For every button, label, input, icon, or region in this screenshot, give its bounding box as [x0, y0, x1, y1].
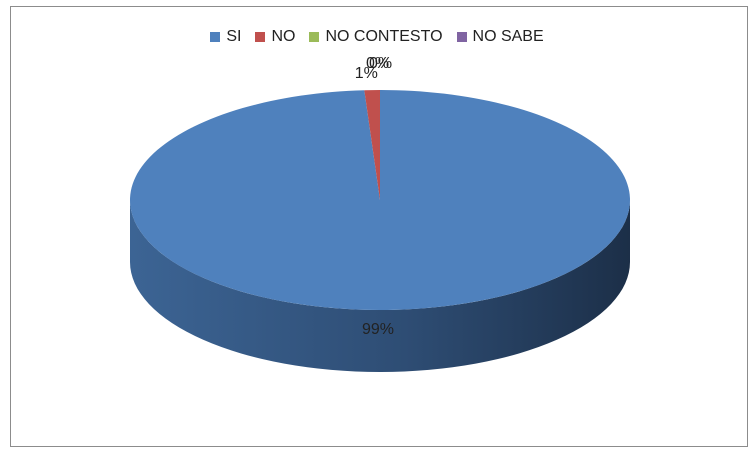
legend-item-no-contesto: NO CONTESTO	[309, 28, 443, 46]
pie-side	[130, 200, 630, 372]
legend-swatch-si	[210, 32, 221, 42]
legend-item-no-sabe: NO SABE	[456, 28, 544, 46]
slice-no	[364, 90, 380, 200]
legend-label-no: NO	[271, 28, 296, 45]
legend-label-si: SI	[226, 28, 242, 45]
legend-item-si: SI	[210, 28, 241, 46]
data-label-no: 1%	[355, 65, 378, 82]
legend-swatch-no	[255, 32, 266, 42]
data-label-no-sabe: 0%	[369, 55, 392, 72]
slice-si	[129, 90, 630, 311]
legend-label-no-sabe: NO SABE	[472, 28, 544, 45]
data-label-no-contesto: 0%	[366, 55, 389, 72]
data-label-si: 99%	[362, 321, 394, 338]
legend: SI NO NO CONTESTO NO SABE	[0, 28, 754, 46]
legend-swatch-no-sabe	[456, 32, 467, 42]
legend-item-no: NO	[255, 28, 295, 46]
legend-swatch-no-contesto	[309, 32, 320, 42]
legend-label-no-contesto: NO CONTESTO	[325, 28, 443, 45]
